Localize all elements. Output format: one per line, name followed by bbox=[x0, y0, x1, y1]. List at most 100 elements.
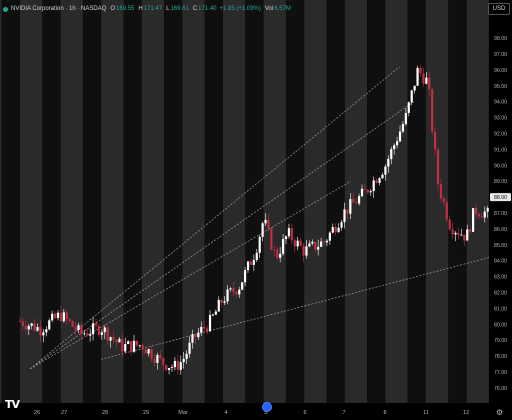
candle-body bbox=[431, 89, 434, 132]
candle-body bbox=[305, 246, 308, 256]
candlestick-series bbox=[18, 64, 512, 375]
gear-icon[interactable]: ⚙ bbox=[496, 408, 504, 417]
candle-body bbox=[413, 85, 416, 91]
candle-body bbox=[246, 261, 250, 271]
session-gap bbox=[407, 0, 426, 403]
price-tick-label: 98.00 bbox=[494, 36, 507, 42]
candle-body bbox=[77, 325, 80, 331]
candle-body bbox=[471, 208, 475, 232]
candle-body bbox=[24, 325, 27, 330]
candle-body bbox=[109, 337, 112, 341]
candle-body bbox=[270, 228, 273, 250]
trendline bbox=[101, 251, 512, 360]
candle-body bbox=[328, 232, 331, 241]
candle-body bbox=[273, 249, 276, 251]
session-band bbox=[0, 0, 2, 403]
candle-body bbox=[42, 332, 45, 336]
candle-body bbox=[390, 149, 393, 160]
candle-body bbox=[393, 145, 396, 150]
candle-body bbox=[235, 291, 238, 295]
candle-body bbox=[486, 208, 489, 212]
tradingview-logo-icon[interactable]: TV bbox=[5, 398, 20, 411]
low-value: 169.61 bbox=[170, 6, 189, 12]
candle-body bbox=[74, 326, 77, 331]
candle-body bbox=[349, 199, 352, 214]
candle-body bbox=[279, 253, 282, 258]
high-value: 171.47 bbox=[143, 6, 163, 12]
time-tick-label: 27 bbox=[61, 410, 67, 416]
candle-body bbox=[124, 343, 127, 352]
time-axis[interactable]: 26 27 28 29 Mar 4 5 6 7 8 11 12 bbox=[0, 403, 512, 420]
candle-body bbox=[39, 327, 42, 336]
candle-body bbox=[337, 227, 340, 233]
candle-body bbox=[375, 180, 378, 183]
candle-body bbox=[287, 228, 291, 237]
candle-body bbox=[226, 289, 229, 302]
candle-body bbox=[100, 332, 103, 336]
candle-body bbox=[208, 314, 212, 332]
candle-body bbox=[433, 131, 437, 150]
price-tick-label: 86.00 bbox=[494, 227, 507, 233]
last-price-label: 88.00 bbox=[494, 195, 507, 201]
session-band bbox=[60, 0, 83, 403]
candle-body bbox=[346, 209, 349, 214]
candle-body bbox=[179, 362, 182, 370]
candle-body bbox=[203, 326, 206, 329]
time-tick-label: 8 bbox=[383, 410, 386, 416]
candle-body bbox=[369, 191, 372, 193]
candle-body bbox=[352, 199, 355, 203]
candle-body bbox=[97, 325, 101, 336]
session-band bbox=[466, 0, 489, 403]
time-marker-icon[interactable] bbox=[262, 402, 272, 412]
candle-body bbox=[36, 327, 39, 331]
candle-body bbox=[255, 252, 258, 260]
candle-body bbox=[132, 340, 136, 352]
candle-body bbox=[267, 219, 270, 229]
price-axis[interactable]: 98.00 97.00 96.00 95.00 94.00 93.00 92.00 91.00… bbox=[489, 0, 512, 420]
candle-body bbox=[141, 345, 144, 350]
price-tick-label: 94.00 bbox=[494, 100, 507, 106]
candle-body bbox=[45, 329, 48, 333]
candle-body bbox=[33, 323, 36, 331]
candle-body bbox=[80, 325, 83, 334]
candle-body bbox=[439, 184, 443, 199]
candle-body bbox=[159, 354, 162, 358]
session-band bbox=[426, 0, 449, 403]
candle-body bbox=[135, 340, 139, 346]
candle-body bbox=[483, 211, 486, 218]
candle-body bbox=[147, 349, 150, 354]
symbol-title[interactable]: NVIDIA Corporation · 1h · NASDAQ bbox=[11, 6, 107, 12]
session-band bbox=[20, 0, 43, 403]
candle-body bbox=[416, 67, 419, 86]
time-tick-label: 12 bbox=[463, 410, 469, 416]
price-tick-label: 81.00 bbox=[494, 306, 507, 312]
candle-body bbox=[162, 357, 165, 365]
candle-body bbox=[372, 180, 375, 192]
candle-body bbox=[182, 358, 185, 363]
change-value: +1.85 (+1.09%) bbox=[219, 6, 261, 12]
time-axis-bg bbox=[0, 403, 512, 420]
candle-body bbox=[466, 229, 469, 241]
currency-button[interactable]: USD bbox=[488, 3, 510, 15]
candle-body bbox=[214, 311, 217, 315]
candle-body bbox=[65, 312, 68, 320]
price-tick-label: 77.00 bbox=[494, 370, 507, 376]
price-tick-label: 76.00 bbox=[494, 386, 507, 392]
candle-body bbox=[144, 349, 147, 354]
session-bands bbox=[0, 0, 512, 403]
session-gap bbox=[285, 0, 305, 403]
candle-body bbox=[474, 208, 478, 215]
candle-body bbox=[322, 241, 326, 243]
price-tick-label: 85.00 bbox=[494, 243, 507, 249]
candle-body bbox=[94, 323, 98, 326]
candle-body bbox=[302, 245, 305, 256]
price-tick-label: 90.00 bbox=[494, 163, 507, 169]
candle-body bbox=[51, 313, 54, 321]
candle-body bbox=[480, 216, 483, 218]
volume-label: Vol bbox=[264, 6, 274, 12]
candle-body bbox=[308, 243, 311, 247]
candle-body bbox=[170, 367, 174, 369]
session-gap bbox=[1, 0, 21, 403]
candle-body bbox=[425, 77, 428, 84]
